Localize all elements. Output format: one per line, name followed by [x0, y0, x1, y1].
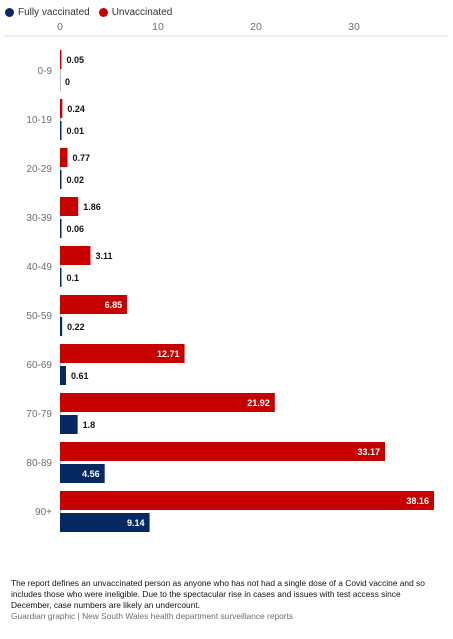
unvaccinated-bar [60, 246, 91, 265]
fully-vaccinated-value-label: 4.56 [82, 469, 100, 479]
source-line: Guardian graphic | New South Wales healt… [11, 611, 294, 621]
fully-vaccinated-value-label: 0.1 [67, 273, 80, 283]
unvaccinated-value-label: 1.86 [83, 202, 101, 212]
fully-vaccinated-bar [60, 170, 62, 189]
legend-label-fully-vaccinated: Fully vaccinated [18, 6, 90, 18]
fully-vaccinated-bar [60, 464, 105, 483]
unvaccinated-bar [60, 344, 185, 363]
footnote: The report defines an unvaccinated perso… [11, 578, 425, 610]
fully-vaccinated-bar [60, 366, 66, 385]
fully-vaccinated-value-label: 0.22 [67, 322, 85, 332]
category-label: 40-49 [26, 262, 52, 273]
legend-label-unvaccinated: Unvaccinated [111, 6, 173, 18]
category-label: 10-19 [26, 115, 52, 126]
fully-vaccinated-bar [60, 415, 78, 434]
chart-footer: The report defines an unvaccinated perso… [11, 578, 443, 622]
unvaccinated-value-label: 6.85 [105, 300, 123, 310]
unvaccinated-bar [60, 148, 68, 167]
unvaccinated-bar [60, 491, 434, 510]
fully-vaccinated-bar [60, 268, 62, 287]
legend: Fully vaccinated Unvaccinated [5, 4, 181, 20]
unvaccinated-bar [60, 295, 128, 314]
x-tick-label: 10 [152, 21, 164, 33]
bar-chart: 0 10 20 30 0-9 0.05 0 10-19 0.24 0.01 20-29 0.77 0.0… [4, 21, 448, 532]
fully-vaccinated-value-label: 0.61 [71, 371, 89, 381]
unvaccinated-value-label: 3.11 [95, 251, 112, 261]
fully-vaccinated-bar [60, 219, 62, 238]
unvaccinated-value-label: 0.05 [67, 55, 85, 65]
category-label: 50-59 [26, 311, 52, 322]
unvaccinated-value-label: 38.16 [406, 496, 429, 506]
fully-vaccinated-bar [60, 317, 63, 336]
x-tick-label: 20 [250, 21, 262, 33]
legend-item-fully-vaccinated: Fully vaccinated [5, 7, 90, 18]
legend-item-unvaccinated: Unvaccinated [98, 6, 173, 18]
category-label: 80-89 [26, 458, 52, 469]
fully-vaccinated-value-label: 0.06 [67, 224, 85, 234]
x-tick-label: 30 [348, 21, 360, 33]
x-tick-label: 0 [57, 21, 63, 33]
fully-vaccinated-value-label: 1.8 [83, 420, 96, 430]
unvaccinated-value-label: 12.71 [157, 349, 180, 359]
unvaccinated-bar [60, 197, 79, 216]
fully-vaccinated-swatch [5, 7, 14, 17]
unvaccinated-bar [60, 99, 63, 118]
category-label: 70-79 [26, 409, 52, 420]
category-label: 90+ [35, 507, 52, 518]
fully-vaccinated-bar [60, 121, 62, 140]
fully-vaccinated-value-label: 9.14 [127, 518, 145, 528]
unvaccinated-bar [60, 442, 386, 461]
fully-vaccinated-value-label: 0.01 [67, 126, 85, 136]
unvaccinated-value-label: 0.77 [73, 153, 91, 163]
fully-vaccinated-value-label: 0 [65, 77, 70, 87]
unvaccinated-value-label: 21.92 [247, 398, 270, 408]
unvaccinated-swatch [98, 7, 108, 17]
unvaccinated-value-label: 33.17 [358, 447, 381, 457]
category-label: 30-39 [26, 213, 52, 224]
fully-vaccinated-bar [60, 513, 150, 532]
unvaccinated-bar [60, 50, 62, 69]
fully-vaccinated-value-label: 0.02 [67, 175, 85, 185]
category-label: 60-69 [26, 360, 52, 371]
category-label: 20-29 [26, 164, 52, 175]
unvaccinated-value-label: 0.24 [67, 104, 85, 114]
unvaccinated-bar [60, 393, 275, 412]
category-label: 0-9 [38, 66, 53, 77]
